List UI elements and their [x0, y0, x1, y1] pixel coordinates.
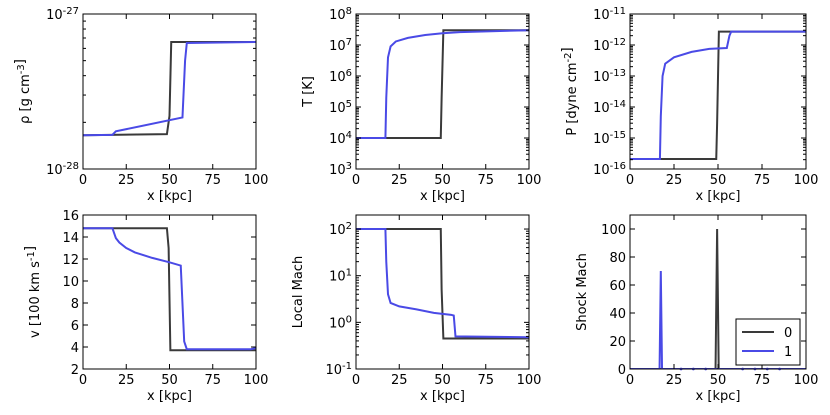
legend-label-0: 0 [784, 326, 792, 341]
pressure-x-tick-label: 25 [666, 173, 683, 188]
shock-mach-x-tick-label: 75 [754, 373, 771, 388]
pressure-y-tick-label: 10-15 [593, 130, 626, 147]
shock-mach-y-tick-label: 20 [609, 335, 626, 350]
shock-mach-x-tick-label: 50 [710, 373, 727, 388]
temperature-x-tick-label: 25 [391, 173, 408, 188]
pressure-panel: 0 25 50 75 100 10-16 10-15 10-14 10-13 10-12 10-11… [560, 6, 818, 204]
density-y-axis-label: ρ [g cm-3] [13, 59, 33, 124]
shock-mach-x-tick-label: 0 [626, 373, 634, 388]
shock-mach-panel: 0 25 50 75 100 0 20 40 60 80 100 x [kpc] Shock Mach 0… [575, 214, 819, 404]
pressure-y-tick-label: 10-16 [593, 161, 626, 178]
velocity-x-tick-label: 0 [79, 373, 87, 388]
density-x-tick-label: 50 [161, 173, 178, 188]
velocity-y-tick-label: 8 [71, 297, 79, 312]
temperature-y-tick-label: 105 [329, 99, 352, 116]
velocity-y-tick-label: 12 [62, 253, 79, 268]
legend-label-1: 1 [784, 345, 792, 360]
shock-mach-y-tick-label: 80 [609, 251, 626, 266]
density-x-tick-label: 0 [79, 173, 87, 188]
local-mach-y-axis-label: Local Mach [291, 256, 306, 328]
local-mach-x-axis-label: x [kpc] [420, 389, 465, 404]
pressure-y-axis-label: P [dyne cm-2] [560, 47, 580, 135]
temperature-y-tick-label: 107 [329, 37, 352, 54]
density-x-tick-label: 100 [244, 173, 269, 188]
velocity-series-1-line [83, 227, 256, 351]
density-series-1-line [83, 40, 256, 137]
local-mach-y-tick-label: 102 [329, 221, 352, 238]
pressure-series-0-line [630, 30, 806, 161]
shock-mach-y-tick-label: 0 [618, 363, 626, 378]
pressure-y-tick-label: 10-11 [593, 6, 626, 23]
pressure-x-tick-label: 0 [626, 173, 634, 188]
temperature-y-tick-label: 104 [329, 130, 352, 147]
local-mach-x-tick-label: 75 [477, 373, 494, 388]
temperature-panel: 0 25 50 75 100 103 104 105 106 107 108 x [kpc] T [K] [301, 6, 541, 204]
temperature-y-tick-label: 108 [329, 6, 352, 23]
shock-mach-y-tick-label: 100 [601, 223, 626, 238]
temperature-y-tick-label: 103 [329, 161, 352, 178]
local-mach-y-tick-label: 10-1 [325, 361, 352, 378]
shock-mach-series-0-line [630, 228, 806, 369]
temperature-x-tick-label: 75 [477, 173, 494, 188]
local-mach-x-tick-label: 100 [517, 373, 542, 388]
temperature-x-tick-label: 100 [517, 173, 542, 188]
velocity-y-tick-label: 14 [62, 231, 79, 246]
density-y-tick-label: 10-28 [46, 161, 79, 178]
shock-mach-x-tick-label: 100 [794, 373, 819, 388]
temperature-y-axis-label: T [K] [301, 76, 316, 108]
density-x-tick-label: 75 [204, 173, 221, 188]
pressure-x-tick-label: 100 [794, 173, 819, 188]
velocity-x-tick-label: 75 [204, 373, 221, 388]
legend-box [735, 318, 801, 366]
velocity-panel: 0 25 50 75 100 2 4 6 8 10 12 14 16 x [kpc] v [100 km s… [23, 209, 268, 404]
pressure-y-tick-label: 10-12 [593, 37, 626, 54]
velocity-x-tick-label: 25 [118, 373, 135, 388]
velocity-x-tick-label: 50 [161, 373, 178, 388]
pressure-series-1-line [630, 30, 806, 161]
shock-mach-series-1-line [630, 270, 806, 369]
velocity-y-tick-label: 16 [62, 209, 79, 224]
shock-mach-x-tick-label: 25 [666, 373, 683, 388]
local-mach-x-tick-label: 0 [352, 373, 360, 388]
velocity-x-tick-label: 100 [244, 373, 269, 388]
local-mach-x-tick-label: 25 [391, 373, 408, 388]
temperature-x-axis-label: x [kpc] [420, 189, 465, 204]
local-mach-y-tick-label: 100 [329, 314, 352, 331]
velocity-series-0-line [83, 227, 256, 352]
velocity-y-axis-label: v [100 km s-1] [23, 246, 43, 338]
temperature-x-tick-label: 0 [352, 173, 360, 188]
local-mach-panel: 0 25 50 75 100 10-1 100 101 102 x [kpc] Local Mach [291, 214, 542, 404]
density-panel: 0 25 50 75 100 10-28 10-27 x [kpc] ρ [g cm-3] [13, 6, 268, 204]
legend: 01 [735, 318, 801, 366]
temperature-series-1-line [356, 29, 529, 139]
density-x-tick-label: 25 [118, 173, 135, 188]
density-series-0-line [83, 40, 256, 137]
temperature-x-tick-label: 50 [434, 173, 451, 188]
density-x-axis-label: x [kpc] [147, 189, 192, 204]
velocity-y-tick-label: 4 [71, 341, 79, 356]
pressure-y-tick-label: 10-14 [593, 99, 626, 116]
pressure-x-tick-label: 50 [710, 173, 727, 188]
temperature-y-tick-label: 106 [329, 68, 352, 85]
velocity-y-tick-label: 10 [62, 275, 79, 290]
velocity-y-tick-label: 6 [71, 319, 79, 334]
local-mach-x-tick-label: 50 [434, 373, 451, 388]
pressure-x-tick-label: 75 [754, 173, 771, 188]
local-mach-y-tick-label: 101 [329, 268, 352, 285]
shock-mach-y-axis-label: Shock Mach [575, 253, 590, 331]
temperature-series-0-line [356, 29, 529, 139]
pressure-x-axis-label: x [kpc] [696, 189, 741, 204]
velocity-x-axis-label: x [kpc] [147, 389, 192, 404]
local-mach-series-0-line [356, 228, 529, 340]
shock-mach-x-axis-label: x [kpc] [696, 389, 741, 404]
shock-mach-y-tick-label: 60 [609, 279, 626, 294]
velocity-y-tick-label: 2 [71, 363, 79, 378]
pressure-y-tick-label: 10-13 [593, 68, 626, 85]
shock-mach-y-tick-label: 40 [609, 307, 626, 322]
local-mach-series-1-line [356, 228, 529, 339]
density-y-tick-label: 10-27 [46, 6, 79, 23]
